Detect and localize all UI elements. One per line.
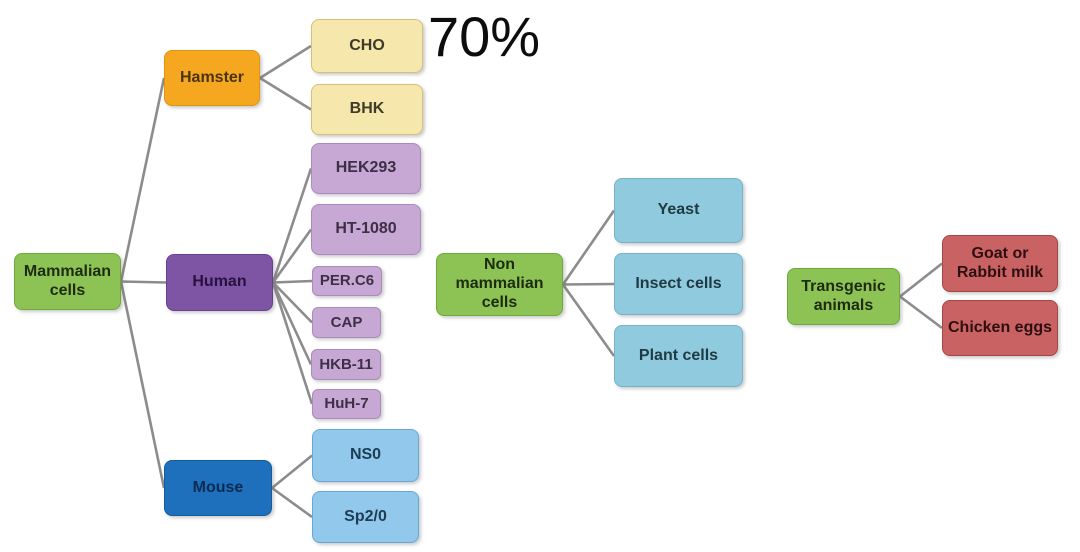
edge-human-cap xyxy=(272,281,313,324)
node-label: Mammalian cells xyxy=(23,262,112,299)
node-label: Plant cells xyxy=(638,346,719,364)
node-cho: CHO xyxy=(311,19,423,73)
node-yeast: Yeast xyxy=(614,178,743,243)
node-insect-cells: Insect cells xyxy=(614,253,743,315)
node-label: HKB-11 xyxy=(319,355,373,373)
node-label: PER.C6 xyxy=(319,272,375,290)
node-hkb-11: HKB-11 xyxy=(311,349,381,380)
node-label: NS0 xyxy=(349,446,382,464)
edge-human-ht1080 xyxy=(271,228,313,284)
node-hek293: HEK293 xyxy=(311,143,421,194)
node-label: HuH-7 xyxy=(324,395,369,413)
node-label: HT-1080 xyxy=(335,220,397,238)
edge-transgenic_animals-chicken_eggs xyxy=(899,295,943,330)
node-label: Sp2/0 xyxy=(344,507,387,525)
node-label: Non mammalian cells xyxy=(455,256,544,311)
node-per-c6: PER.C6 xyxy=(312,266,382,296)
node-mammalian-cells: Mammalian cells xyxy=(14,253,121,310)
node-label: Transgenic animals xyxy=(801,277,886,314)
edge-non_mammalian_cells-yeast xyxy=(561,209,616,286)
node-plant-cells: Plant cells xyxy=(614,325,743,387)
node-sp2-0: Sp2/0 xyxy=(312,491,419,543)
edge-transgenic_animals-goat_rabbit_milk xyxy=(899,262,943,298)
edge-human-per_c6 xyxy=(272,279,313,284)
node-transgenic-animals: Transgenic animals xyxy=(787,268,900,325)
node-ns0: NS0 xyxy=(312,429,419,482)
edge-hamster-cho xyxy=(259,44,312,80)
edge-non_mammalian_cells-plant_cells xyxy=(561,283,616,357)
node-goat-or-rabbit-milk: Goat or Rabbit milk xyxy=(942,235,1058,292)
node-label: BHK xyxy=(349,100,385,118)
edge-mammalian_cells-mouse xyxy=(119,281,166,489)
node-label: CHO xyxy=(349,36,385,54)
node-label: CAP xyxy=(330,313,363,331)
node-ht-1080: HT-1080 xyxy=(311,204,421,255)
node-label: Chicken eggs xyxy=(947,318,1053,336)
node-cap: CAP xyxy=(312,307,381,338)
edge-mouse-ns0 xyxy=(271,454,313,490)
node-human: Human xyxy=(166,254,273,311)
node-label: Hamster xyxy=(179,68,245,86)
node-hamster: Hamster xyxy=(164,50,260,106)
node-label: Yeast xyxy=(657,201,700,219)
edge-hamster-bhk xyxy=(259,76,312,111)
node-bhk: BHK xyxy=(311,84,423,135)
node-label: Human xyxy=(192,273,247,291)
node-chicken-eggs: Chicken eggs xyxy=(942,300,1058,356)
edge-non_mammalian_cells-insect_cells xyxy=(562,282,615,286)
edge-mammalian_cells-hamster xyxy=(119,77,166,282)
node-huh-7: HuH-7 xyxy=(312,389,381,419)
seventy-percent-annotation: 70% xyxy=(428,5,541,68)
edge-human-hkb_11 xyxy=(271,281,313,366)
node-label: Goat or Rabbit milk xyxy=(956,244,1044,281)
node-label: HEK293 xyxy=(335,159,397,177)
node-non-mammalian-cells: Non mammalian cells xyxy=(436,253,563,316)
edge-human-hek293 xyxy=(271,168,313,283)
edge-human-huh_7 xyxy=(271,282,314,405)
node-mouse: Mouse xyxy=(164,460,272,516)
edge-mammalian_cells-human xyxy=(120,280,167,284)
node-label: Insect cells xyxy=(635,274,722,292)
node-label: Mouse xyxy=(192,478,244,496)
edge-mouse-sp2_0 xyxy=(271,486,313,519)
